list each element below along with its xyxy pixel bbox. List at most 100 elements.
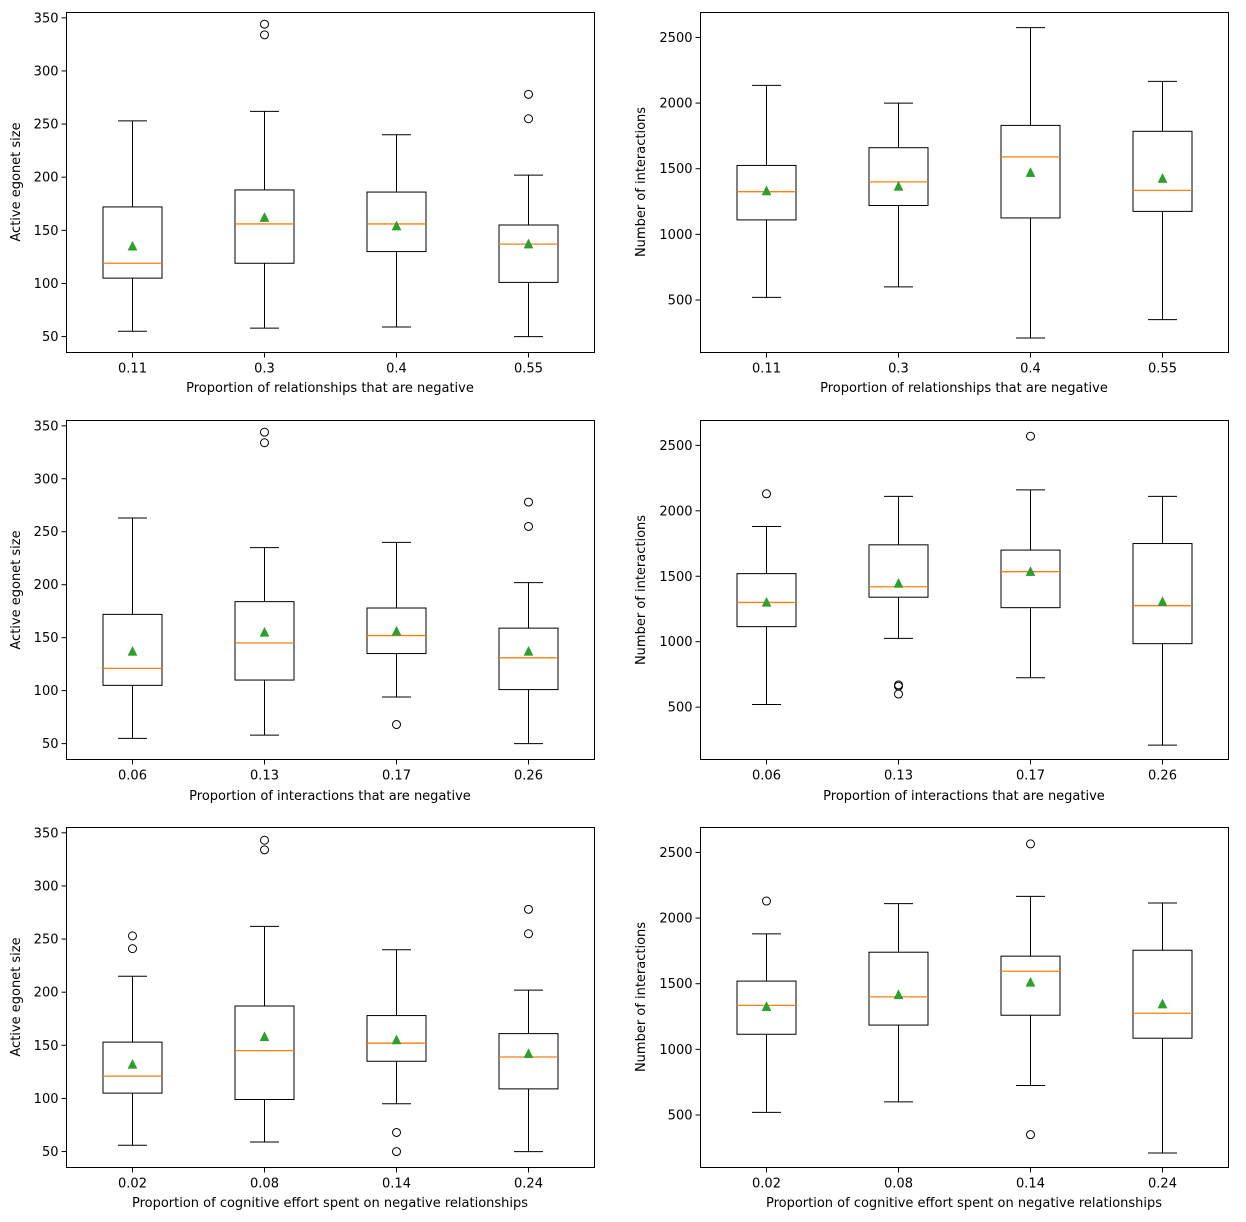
y-tick-label: 350 xyxy=(34,826,59,841)
y-tick-label: 500 xyxy=(668,701,693,716)
x-tick-label: 0.26 xyxy=(1148,769,1177,784)
plot-frame xyxy=(66,827,595,1168)
outlier-point xyxy=(392,1147,401,1157)
box-0.06 xyxy=(102,517,163,739)
iqr-box xyxy=(736,164,797,221)
box-0.26 xyxy=(1132,495,1193,746)
y-tick-label: 100 xyxy=(34,1092,59,1107)
mean-marker xyxy=(761,1001,772,1011)
y-tick-label: 350 xyxy=(34,11,59,26)
y-tick-label: 1000 xyxy=(659,635,692,650)
x-tick-label: 0.24 xyxy=(1148,1177,1177,1192)
x-tick-label: 0.08 xyxy=(250,1177,279,1192)
outlier-point xyxy=(1026,431,1035,441)
mean-marker xyxy=(523,1048,534,1059)
iqr-box xyxy=(1132,543,1193,645)
y-tick-label: 250 xyxy=(34,525,59,540)
y-tick-label: 300 xyxy=(34,472,59,487)
x-axis-label: Proportion of interactions that are nega… xyxy=(823,789,1105,804)
y-axis-label: Active egonet size xyxy=(9,122,24,241)
x-tick-label: 0.17 xyxy=(1016,769,1045,784)
y-tick-label: 150 xyxy=(34,631,59,646)
panel-5: 50 100 150 200 250 300 350 0.02 0.08 0.14 0.24 Pr… xyxy=(9,826,595,1211)
outlier-point xyxy=(260,30,269,40)
y-axis-label: Number of interactions xyxy=(634,515,649,665)
outlier-point xyxy=(260,835,269,845)
panel-4: 500 1000 1500 2000 2500 0.06 0.13 0.17 0.26 Pro… xyxy=(634,420,1229,804)
y-axis-label: Active egonet size xyxy=(9,530,24,649)
iqr-box xyxy=(366,191,427,253)
iqr-box xyxy=(234,601,295,681)
mean-marker xyxy=(1157,998,1168,1009)
mean-marker xyxy=(391,220,402,231)
y-tick-label: 150 xyxy=(34,224,59,239)
y-tick-label: 2500 xyxy=(659,31,692,46)
box-0.3 xyxy=(868,102,929,288)
outlier-point xyxy=(762,896,771,906)
iqr-box xyxy=(1000,549,1061,609)
box-0.4 xyxy=(1000,27,1061,339)
box-0.55 xyxy=(498,89,559,338)
plot-frame xyxy=(66,420,595,760)
mean-marker xyxy=(1157,173,1168,183)
outlier-point xyxy=(894,680,903,690)
mean-marker xyxy=(893,989,904,1000)
mean-marker xyxy=(391,1034,402,1045)
plot-frame xyxy=(66,12,595,353)
box-0.3 xyxy=(234,19,295,329)
box-0.14 xyxy=(366,949,427,1157)
y-tick-label: 500 xyxy=(668,293,693,308)
panel-3: 50 100 150 200 250 300 350 0.06 0.13 0.17 0.26 Pr… xyxy=(9,419,595,804)
mean-marker xyxy=(523,645,534,656)
iqr-box xyxy=(234,189,295,264)
x-tick-label: 0.24 xyxy=(514,1177,543,1192)
iqr-box xyxy=(1132,130,1193,212)
mean-marker xyxy=(259,626,270,637)
outlier-point xyxy=(1026,839,1035,849)
x-tick-label: 0.4 xyxy=(386,362,407,377)
iqr-box xyxy=(736,980,797,1035)
iqr-box xyxy=(736,573,797,628)
y-tick-label: 2000 xyxy=(659,97,692,112)
x-tick-label: 0.26 xyxy=(514,769,543,784)
y-tick-label: 200 xyxy=(34,578,59,593)
mean-marker xyxy=(127,240,138,251)
iqr-box xyxy=(366,1015,427,1062)
y-tick-label: 2000 xyxy=(659,504,692,519)
y-axis-label: Number of interactions xyxy=(634,922,649,1072)
box-0.08 xyxy=(868,903,929,1103)
mean-marker xyxy=(761,185,772,196)
mean-marker xyxy=(259,1031,270,1042)
y-tick-label: 1000 xyxy=(659,228,692,243)
y-tick-label: 1000 xyxy=(659,1043,692,1058)
iqr-box xyxy=(1000,955,1061,1016)
outlier-point xyxy=(260,19,269,29)
outlier-point xyxy=(260,427,269,437)
y-tick-label: 200 xyxy=(34,171,59,186)
outlier-point xyxy=(1026,1130,1035,1140)
x-tick-label: 0.06 xyxy=(752,769,781,784)
mean-marker xyxy=(893,577,904,588)
iqr-box xyxy=(102,206,163,279)
mean-marker xyxy=(1025,167,1036,177)
x-axis-label: Proportion of relationships that are neg… xyxy=(186,381,474,396)
iqr-box xyxy=(1132,949,1193,1039)
panel-6: 500 1000 1500 2000 2500 0.02 0.08 0.14 0.24 Pro… xyxy=(634,827,1229,1211)
box-0.11 xyxy=(736,84,797,298)
x-tick-label: 0.11 xyxy=(118,362,147,377)
y-tick-label: 250 xyxy=(34,933,59,948)
box-0.17 xyxy=(1000,431,1061,679)
x-tick-label: 0.02 xyxy=(118,1177,147,1192)
y-tick-label: 50 xyxy=(42,330,59,345)
mean-marker xyxy=(127,645,138,656)
x-tick-label: 0.3 xyxy=(254,362,275,377)
box-0.55 xyxy=(1132,80,1193,321)
mean-marker xyxy=(259,212,270,222)
mean-marker xyxy=(761,596,772,607)
outlier-point xyxy=(128,944,137,954)
x-axis-label: Proportion of interactions that are nega… xyxy=(189,789,471,804)
box-0.4 xyxy=(366,134,427,328)
outlier-point xyxy=(392,720,401,730)
box-0.06 xyxy=(736,489,797,706)
